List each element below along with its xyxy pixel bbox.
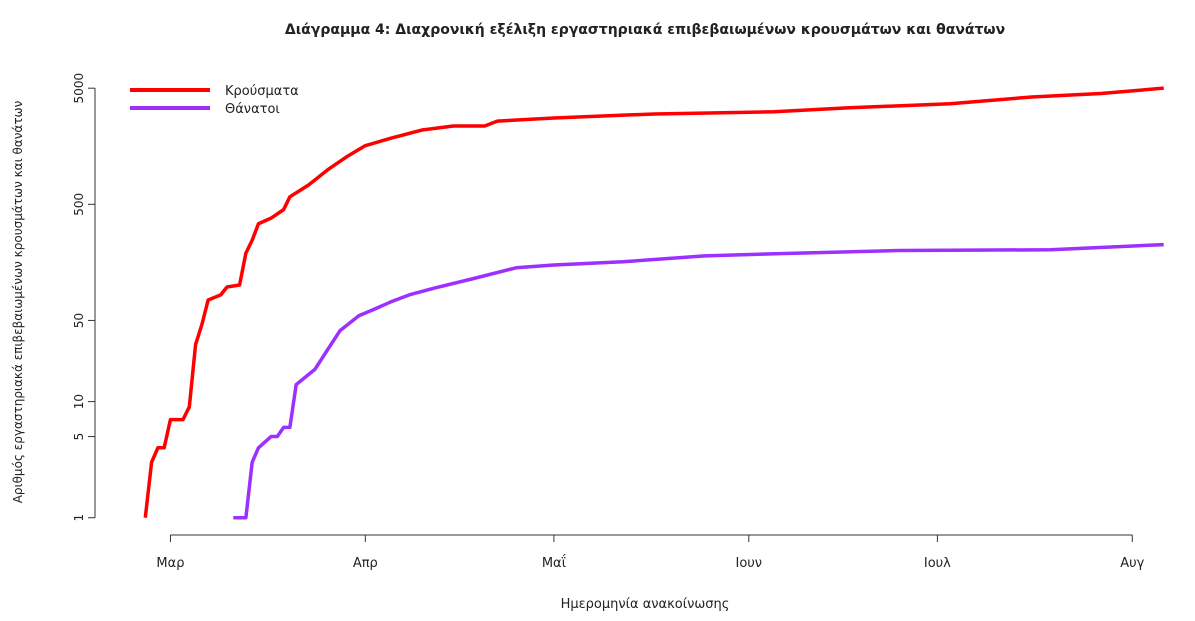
y-tick-label: 50: [72, 313, 86, 328]
y-tick-label: 500: [72, 193, 86, 216]
y-tick-label: 5000: [72, 73, 86, 104]
x-tick-label: Ιουλ: [924, 556, 951, 571]
x-tick-label: Απρ: [353, 556, 378, 571]
chart-title: Διάγραμμα 4: Διαχρονική εξέλιξη εργαστηρ…: [285, 22, 1005, 38]
data-line: [143, 86, 1164, 518]
y-tick-label: 1: [72, 514, 86, 522]
x-tick-label: Μαΐ: [542, 555, 567, 571]
y-axis-label: Αριθμός εργαστηριακά επιβεβαιωμένων κρου…: [11, 100, 25, 503]
x-tick-label: Αυγ: [1120, 556, 1144, 571]
legend-label: Θάνατοι: [225, 102, 280, 117]
y-tick-label: 10: [72, 394, 86, 409]
data-line: [233, 242, 1164, 520]
x-tick-label: Μαρ: [156, 556, 184, 571]
x-tick-label: Ιουν: [736, 556, 763, 571]
y-tick-label: 5: [72, 433, 86, 441]
legend-label: Κρούσματα: [225, 84, 299, 99]
x-axis-label: Ημερομηνία ανακοίνωσης: [561, 597, 730, 612]
